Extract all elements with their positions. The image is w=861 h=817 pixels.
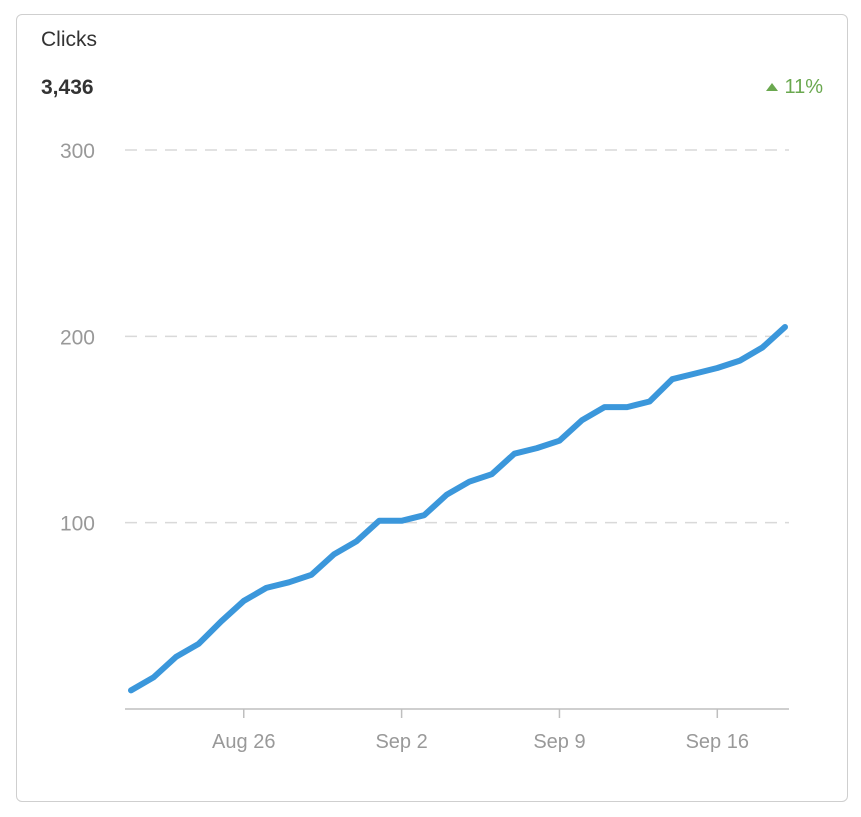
change-value: 11% <box>784 76 823 98</box>
x-tick-label-1: Sep 2 <box>375 731 427 753</box>
card-title: Clicks <box>41 28 97 51</box>
x-tick-label-0: Aug 26 <box>212 731 275 753</box>
total-value: 3,436 <box>41 76 94 99</box>
y-tick-label-300: 300 <box>60 140 95 163</box>
series-line-clicks <box>128 324 788 694</box>
y-tick-label-200: 200 <box>60 326 95 349</box>
arrow-up-icon <box>766 82 779 91</box>
change-badge: 11% <box>766 76 823 99</box>
x-tick-label-2: Sep 9 <box>533 731 585 753</box>
clicks-card: Clicks 3,436 11% <box>16 14 848 802</box>
y-tick-label-100: 100 <box>60 513 95 536</box>
x-tick-label-3: Sep 16 <box>686 731 749 753</box>
